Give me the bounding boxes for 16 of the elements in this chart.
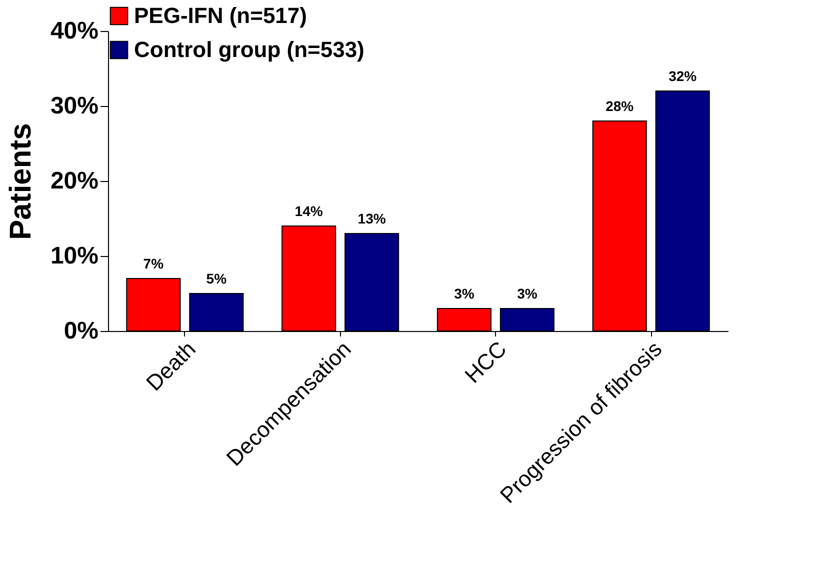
legend-label: PEG-IFN (n=517): [134, 3, 307, 28]
data-label: 5%: [206, 270, 228, 286]
y-tick-label: 30%: [50, 92, 98, 120]
data-label: 13%: [358, 210, 386, 226]
y-axis-title: Patients: [4, 123, 38, 240]
data-label: 14%: [294, 203, 324, 219]
y-tick-label: 0%: [64, 318, 98, 344]
data-label: 7%: [143, 256, 164, 272]
data-label: 28%: [606, 98, 634, 114]
data-label: 3%: [517, 286, 538, 302]
legend-label: Control group (n=533): [134, 37, 364, 62]
data-label: 32%: [668, 68, 698, 84]
data-label: 3%: [454, 286, 475, 302]
y-tick-label: 10%: [50, 242, 98, 270]
y-tick-label: 40%: [50, 18, 98, 44]
y-tick-label: 20%: [50, 168, 98, 194]
